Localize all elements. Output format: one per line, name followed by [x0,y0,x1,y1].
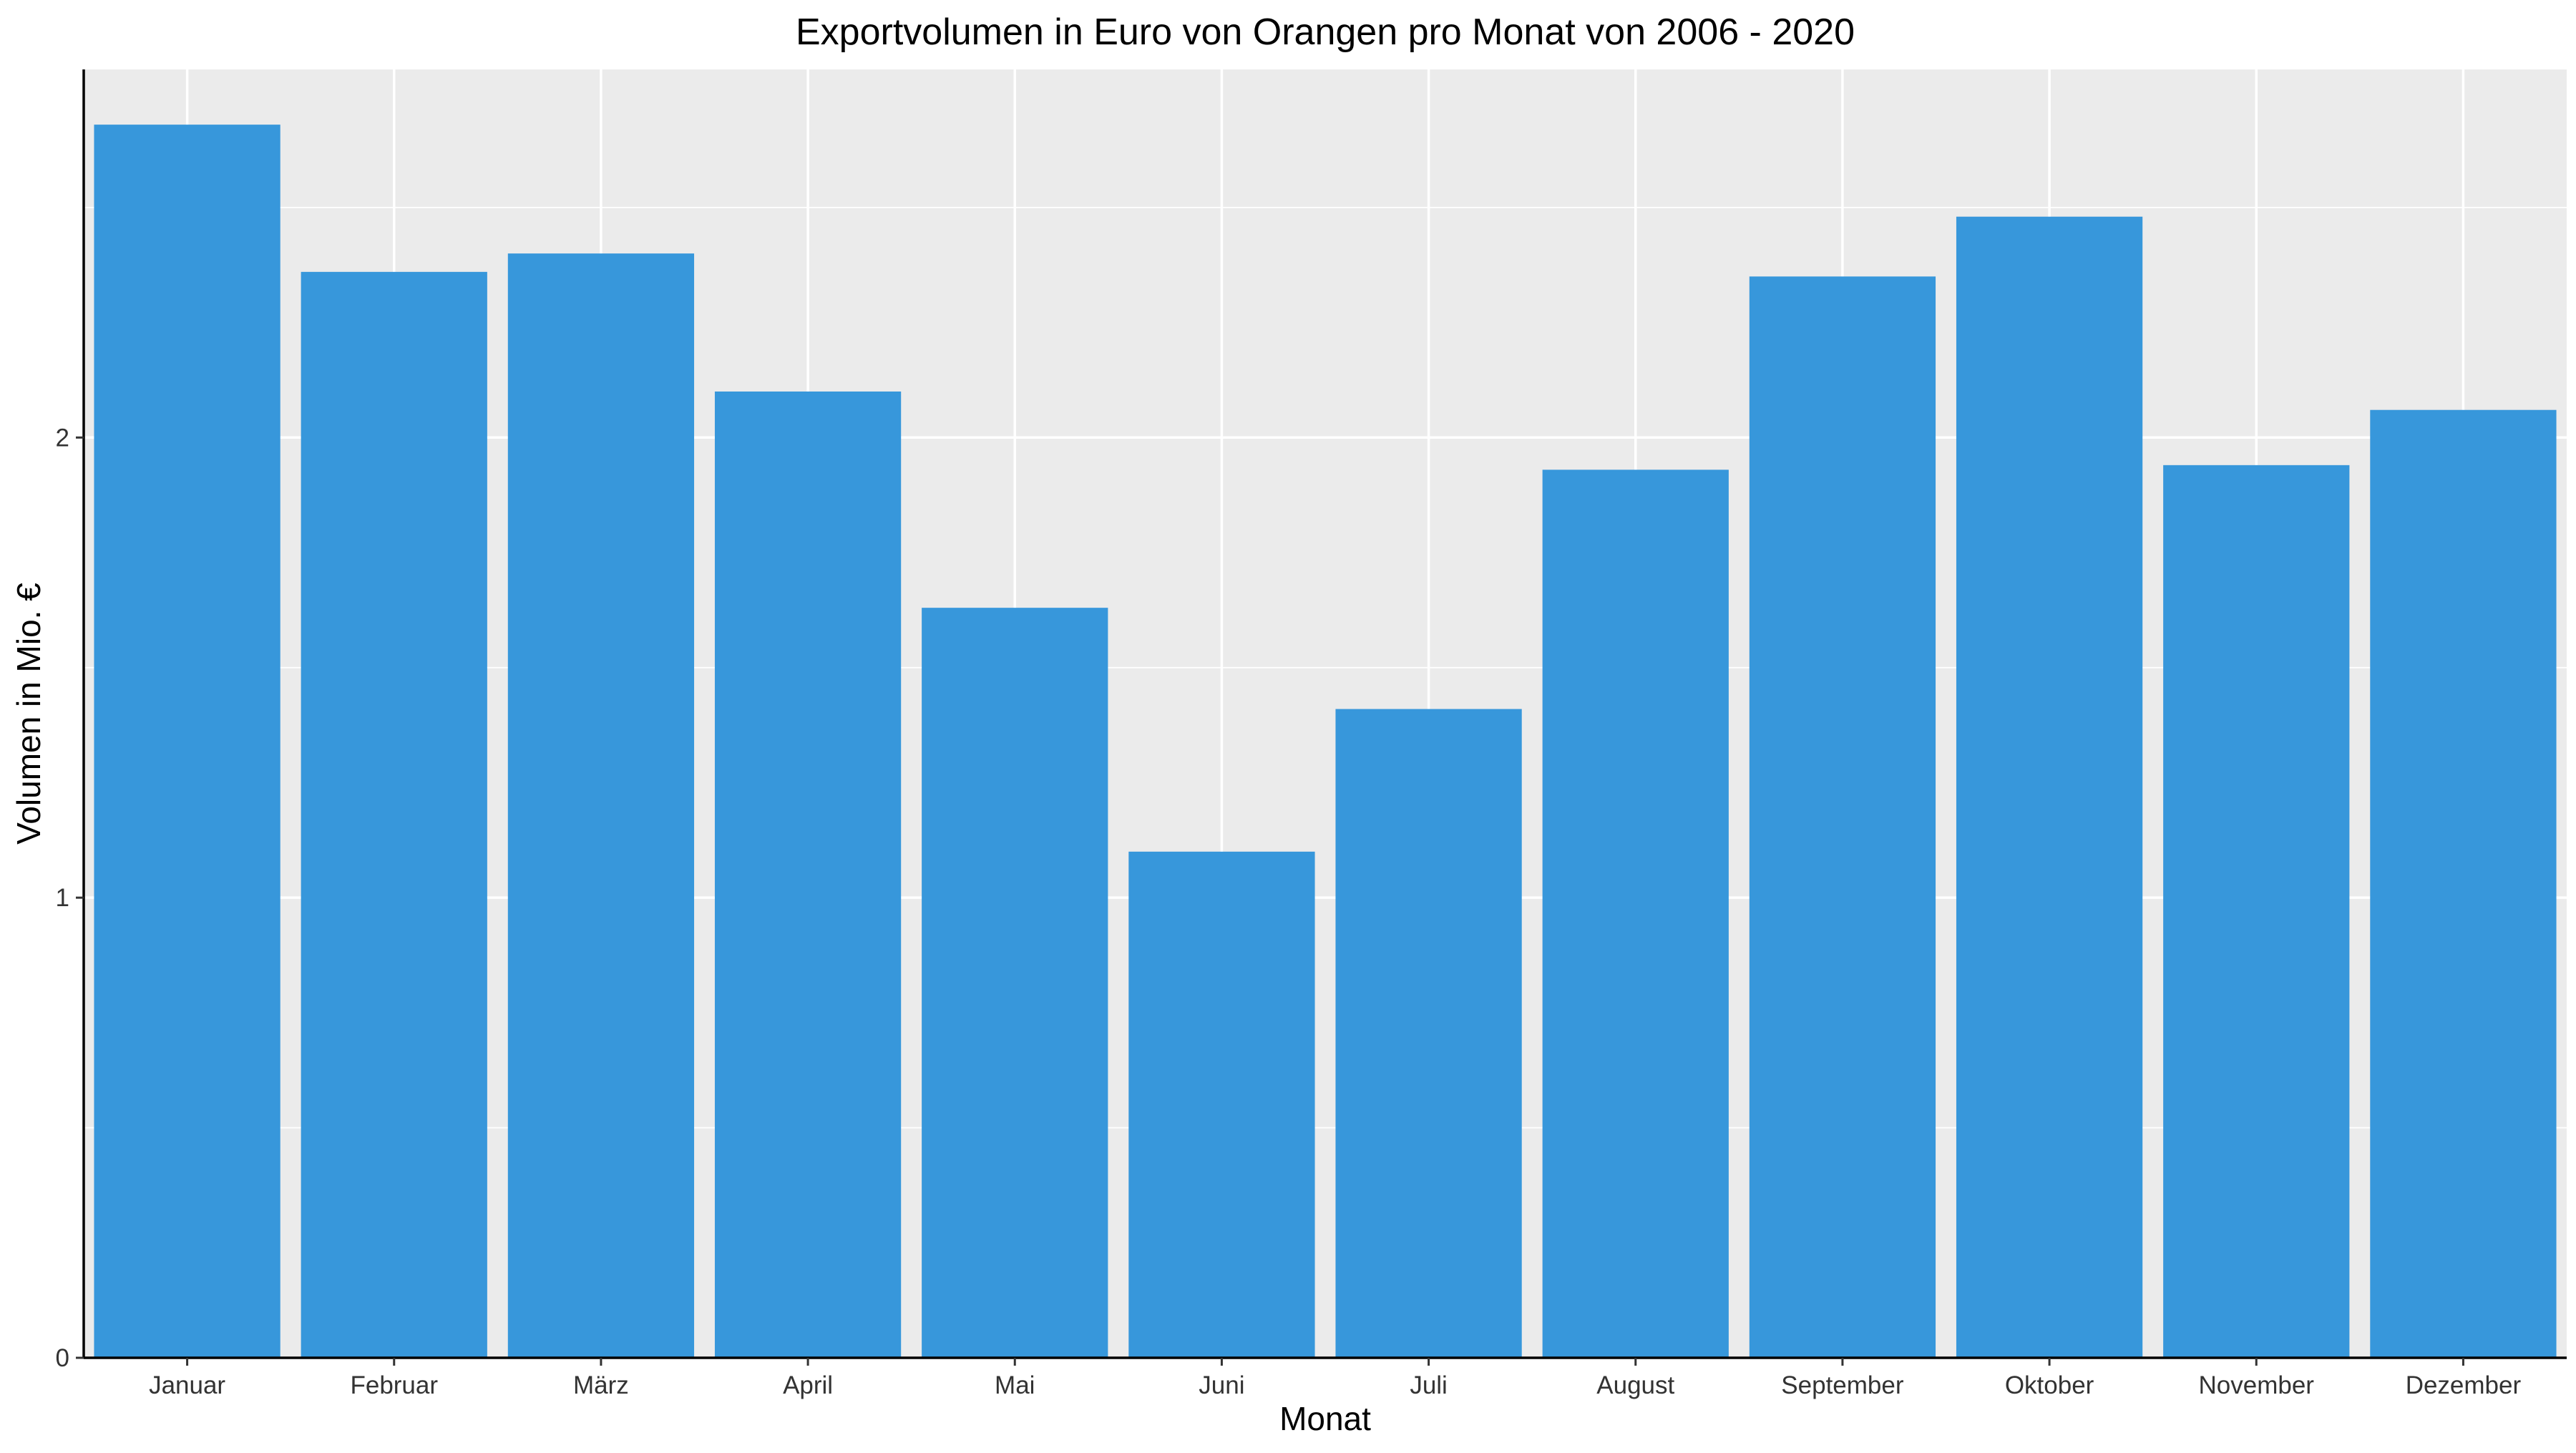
bar-märz [507,253,695,1359]
y-axis-ticks: 0 1 2 [56,424,84,1372]
y-tick-label: 1 [56,884,69,912]
bar-september [1749,276,1936,1359]
x-axis-ticks: Januar Februar März April Mai Juni Juli August S… [149,1358,2521,1399]
x-axis-title: Monat [1279,1400,1371,1437]
x-tick-label: August [1596,1371,1674,1399]
x-tick-label: März [573,1371,629,1399]
bar-juli [1335,709,1522,1358]
x-tick-label: November [2199,1371,2315,1399]
bar-dezember [2370,409,2557,1358]
bar-februar [301,271,487,1358]
bars [94,125,2557,1359]
bar-april [714,392,902,1358]
x-tick-label: April [783,1371,833,1399]
x-tick-label: September [1781,1371,1904,1399]
axes [82,69,2567,1359]
plot-panel [84,69,2567,1358]
bar-august [1542,470,1729,1359]
bar-november [2163,465,2350,1358]
bar-juni [1128,851,1315,1358]
x-tick-label: Januar [149,1371,225,1399]
x-tick-label: Oktober [2005,1371,2094,1399]
y-axis-title: Volumen in Mio. € [10,583,47,845]
x-tick-label: Juli [1410,1371,1448,1399]
y-tick-label: 2 [56,424,69,452]
x-tick-label: Februar [350,1371,438,1399]
bar-mai [922,608,1108,1359]
bar-januar [94,125,280,1359]
y-tick-label: 0 [56,1344,69,1372]
x-tick-label: Mai [995,1371,1035,1399]
chart-title: Exportvolumen in Euro von Orangen pro Mo… [796,11,1855,53]
bar-oktober [1956,216,2143,1358]
x-tick-label: Juni [1199,1371,1244,1399]
x-tick-label: Dezember [2406,1371,2522,1399]
